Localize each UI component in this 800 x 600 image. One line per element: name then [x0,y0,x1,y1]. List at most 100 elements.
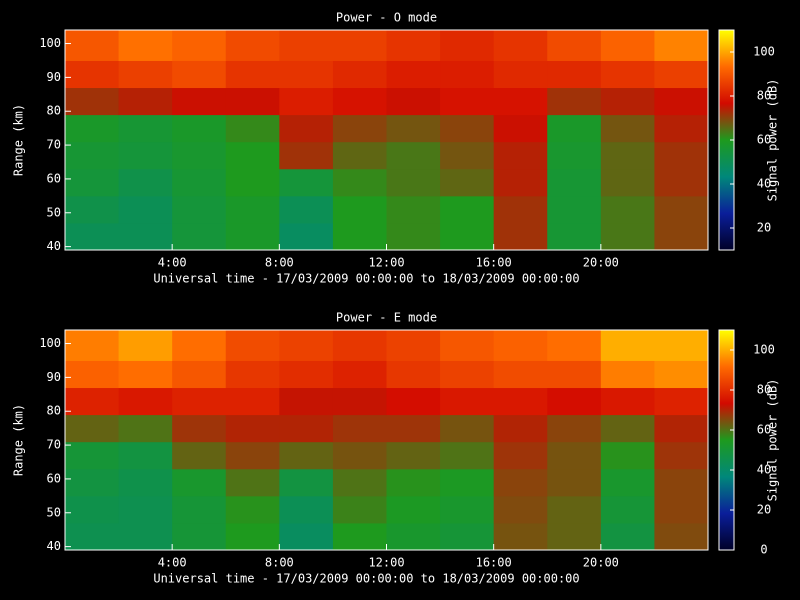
colorbar-tick-label: 20 [757,503,771,517]
heat-cell [65,414,120,443]
heat-cell [279,441,334,470]
x-tick-label: 12:00 [368,556,404,570]
heat-cell [386,468,441,497]
heat-cell [279,414,334,443]
colorbar [718,329,735,551]
colorbar-label: Signal power (dB) [766,379,780,502]
heat-cell [225,360,280,389]
heat-cell [600,30,655,61]
heat-cell [654,387,708,416]
heat-cell [386,222,441,250]
colorbar-label: Signal power (dB) [766,79,780,202]
heat-cell [118,330,173,361]
heat-cell [547,114,602,143]
heat-cell [600,360,655,389]
heat-cell [225,114,280,143]
x-tick-label: 8:00 [265,556,294,570]
heat-cell [225,30,280,61]
heat-cell [225,60,280,89]
heat-cell [118,414,173,443]
heat-cell [332,468,387,497]
heat-cell [225,141,280,170]
heat-cell [332,330,387,361]
heat-cell [386,141,441,170]
heat-cell [65,141,120,170]
x-axis-label: Universal time - 17/03/2009 00:00:00 to … [153,572,579,586]
heat-cell [440,168,495,197]
heat-cell [332,360,387,389]
heat-cell [118,360,173,389]
heat-cell [279,60,334,89]
heat-cell [654,222,708,250]
heat-cell [65,30,120,61]
colorbar-tick-label: 40 [757,463,771,477]
heat-cell [225,195,280,224]
y-tick-label: 80 [47,104,61,118]
heat-cell [118,468,173,497]
heat-cell [225,441,280,470]
heat-cell [547,195,602,224]
y-tick-label: 100 [39,36,61,50]
heat-cell [386,522,441,550]
heat-cell [600,441,655,470]
cells [65,330,708,550]
heat-cell [440,141,495,170]
heat-cell [493,387,548,416]
heat-cell [172,360,227,389]
heat-cell [279,330,334,361]
heat-cell [65,441,120,470]
heat-cell [547,60,602,89]
heat-cell [547,87,602,116]
heat-cell [600,468,655,497]
heat-cell [279,468,334,497]
heat-cell [654,360,708,389]
x-tick-label: 20:00 [583,556,619,570]
heat-cell [493,114,548,143]
heat-cell [118,114,173,143]
heat-cell [172,330,227,361]
heat-cell [386,387,441,416]
x-tick-label: 4:00 [158,256,187,270]
heat-cell [172,222,227,250]
heat-cell [65,195,120,224]
heat-cell [493,30,548,61]
heat-cell [600,387,655,416]
heat-cell [172,141,227,170]
heat-cell [172,495,227,524]
colorbar-tick-label: 60 [757,133,771,147]
heat-cell [440,114,495,143]
heat-cell [225,468,280,497]
heat-cell [440,360,495,389]
heat-cell [65,495,120,524]
heat-cell [118,87,173,116]
heat-cell [225,522,280,550]
heat-cell [279,141,334,170]
heat-cell [65,468,120,497]
heat-cell [65,387,120,416]
heat-cell [118,141,173,170]
heat-cell [654,441,708,470]
heat-cell [386,30,441,61]
colorbar-tick-label: 20 [757,221,771,235]
y-axis-label: Range (km) [12,404,26,476]
heat-cell [654,414,708,443]
heat-cell [65,168,120,197]
heat-cell [65,87,120,116]
y-tick-label: 50 [47,205,61,219]
y-tick-label: 100 [39,336,61,350]
colorbar-tick-label: 0 [760,543,767,557]
heat-cell [332,414,387,443]
heat-cell [654,468,708,497]
cells [65,30,708,250]
heat-cell [172,114,227,143]
heat-cell [547,522,602,550]
heat-cell [332,387,387,416]
heat-cell [332,87,387,116]
heat-cell [172,168,227,197]
heat-cell [279,522,334,550]
heat-cell [279,87,334,116]
heat-cell [332,114,387,143]
heat-cell [600,60,655,89]
heat-cell [118,195,173,224]
heat-cell [279,30,334,61]
